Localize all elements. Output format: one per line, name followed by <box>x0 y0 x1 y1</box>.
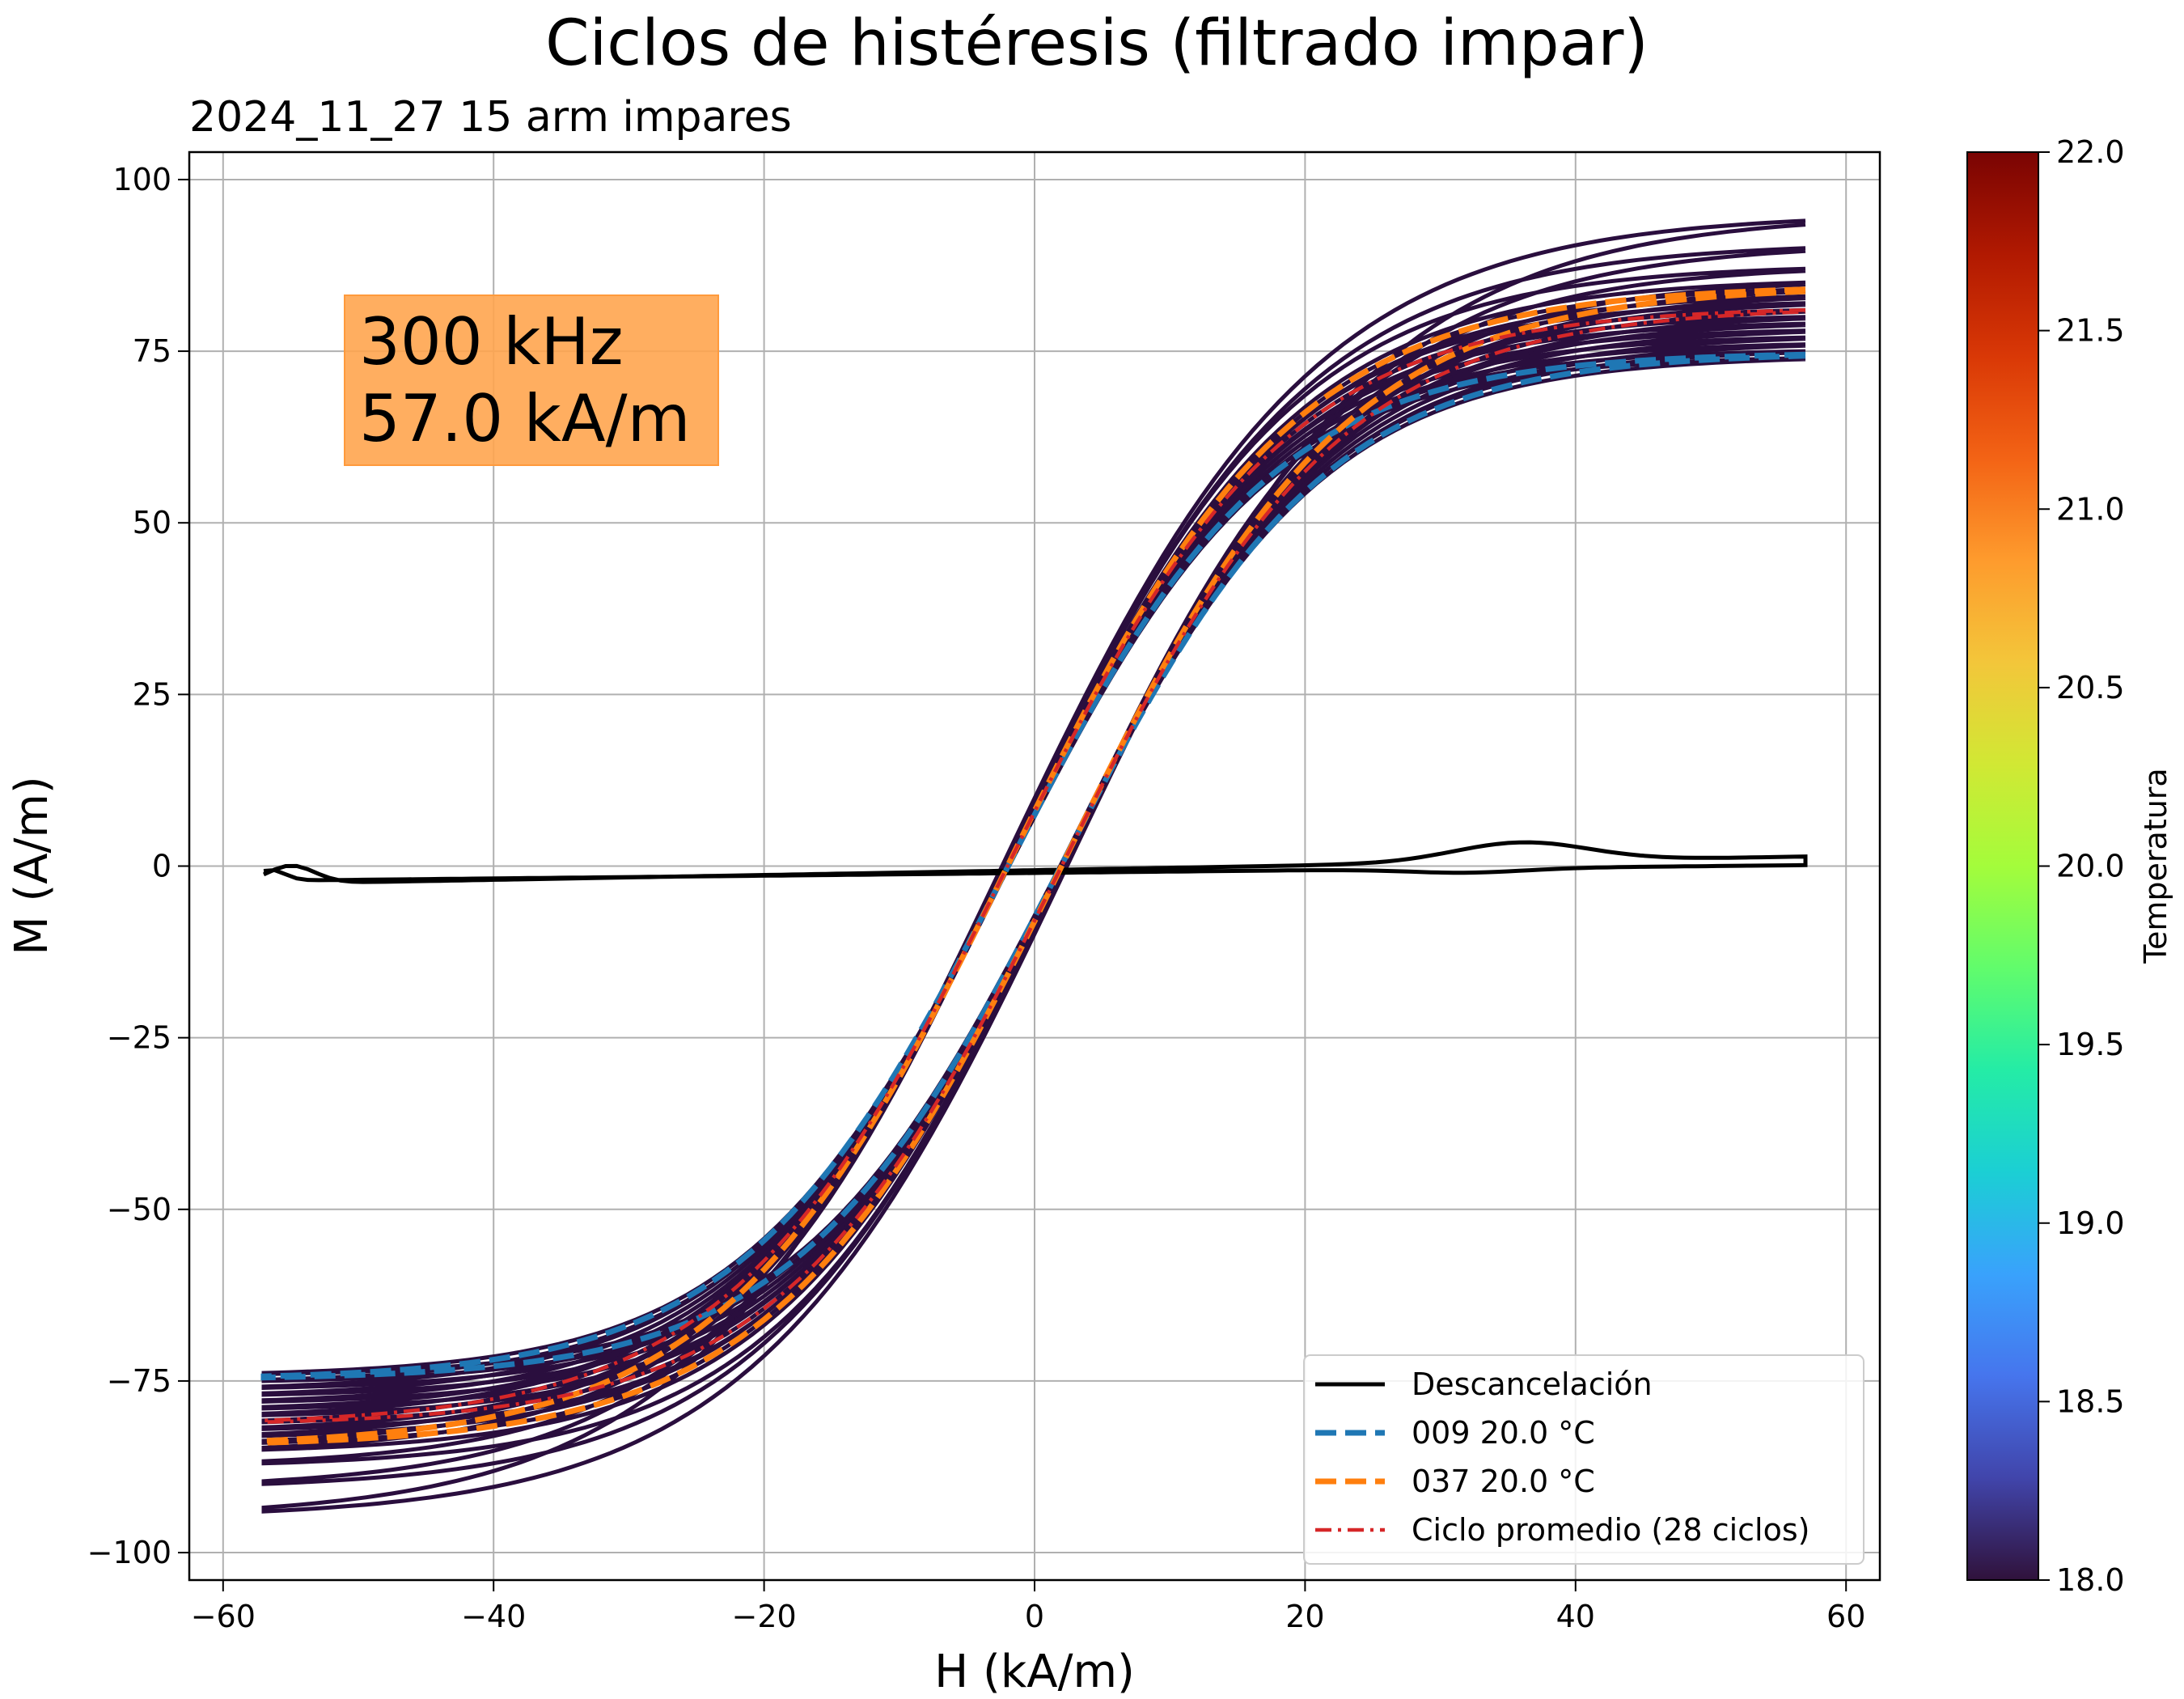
x-tick-label: 20 <box>1285 1599 1324 1634</box>
legend-label: Descancelación <box>1412 1366 1653 1402</box>
chart-title: Ciclos de histéresis (filtrado impar) <box>545 7 1649 80</box>
colorbar-tick-label: 20.0 <box>2056 849 2125 884</box>
colorbar-label: Temperatura <box>2138 768 2173 964</box>
y-tick-label: 75 <box>133 333 171 369</box>
y-tick-label: −25 <box>107 1020 171 1056</box>
y-axis-ticks: −100 −75 −50 −25 0 25 50 75 100 <box>87 162 189 1570</box>
colorbar-ticks: 18.0 18.5 19.0 19.5 20.0 20.5 21.0 21.5 22.0 <box>2038 134 2125 1598</box>
x-tick-label: 40 <box>1556 1599 1595 1634</box>
colorbar-tick-label: 21.0 <box>2056 491 2125 527</box>
series-line <box>260 351 1806 1381</box>
cycle-line <box>261 280 1806 1452</box>
x-tick-label: 0 <box>1025 1599 1044 1634</box>
plot-area <box>260 218 1808 1514</box>
colorbar-tick-label: 19.5 <box>2056 1027 2125 1062</box>
cycle-line <box>261 266 1806 1466</box>
colorbar-tick-label: 21.5 <box>2056 313 2125 349</box>
y-tick-label: 0 <box>152 849 171 884</box>
x-tick-label: 60 <box>1826 1599 1865 1634</box>
legend-label: 037 20.0 °C <box>1412 1464 1595 1499</box>
colorbar-tick-label: 20.5 <box>2056 670 2125 705</box>
legend-label: 009 20.0 °C <box>1412 1415 1595 1451</box>
colorbar-gradient <box>1966 151 2039 1581</box>
x-tick-label: −40 <box>461 1599 526 1634</box>
legend-frame <box>1303 1354 1864 1565</box>
y-tick-label: −50 <box>107 1192 171 1227</box>
series-line <box>261 307 1806 1425</box>
y-tick-label: 25 <box>133 676 171 712</box>
legend: Descancelación 009 20.0 °C 037 20.0 °C Cicl… <box>1303 1354 1864 1565</box>
series-line <box>260 286 1806 1446</box>
annotation-box: 300 kHz 57.0 kA/m <box>344 294 719 466</box>
annotation-background <box>344 294 719 466</box>
legend-label: Ciclo promedio (28 ciclos) <box>1412 1512 1809 1548</box>
x-tick-label: −20 <box>731 1599 796 1634</box>
colorbar-tick-label: 18.5 <box>2056 1383 2125 1419</box>
colorbar-tick-label: 18.0 <box>2056 1562 2125 1598</box>
y-tick-label: 100 <box>112 162 171 197</box>
colorbar-tick-label: 22.0 <box>2056 134 2125 170</box>
annotation-frequency: 300 kHz <box>359 304 624 379</box>
colorbar: 18.0 18.5 19.0 19.5 20.0 20.5 21.0 21.5 22.0 Tem… <box>1966 134 2173 1598</box>
cycle-line <box>261 335 1806 1397</box>
y-tick-label: −75 <box>107 1363 171 1399</box>
x-axis-label: H (kA/m) <box>934 1646 1135 1698</box>
chart-subtitle: 2024_11_27 15 arm impares <box>189 93 792 142</box>
x-axis-ticks: −60 −40 −20 0 20 40 60 <box>191 1580 1865 1634</box>
y-tick-label: 50 <box>133 505 171 540</box>
annotation-field: 57.0 kA/m <box>359 381 691 456</box>
cycle-line <box>261 328 1806 1404</box>
y-axis-label: M (A/m) <box>6 776 58 955</box>
x-tick-label: −60 <box>191 1599 256 1634</box>
y-tick-label: −100 <box>87 1535 171 1570</box>
colorbar-tick-label: 19.0 <box>2056 1205 2125 1241</box>
series-line <box>262 840 1808 884</box>
